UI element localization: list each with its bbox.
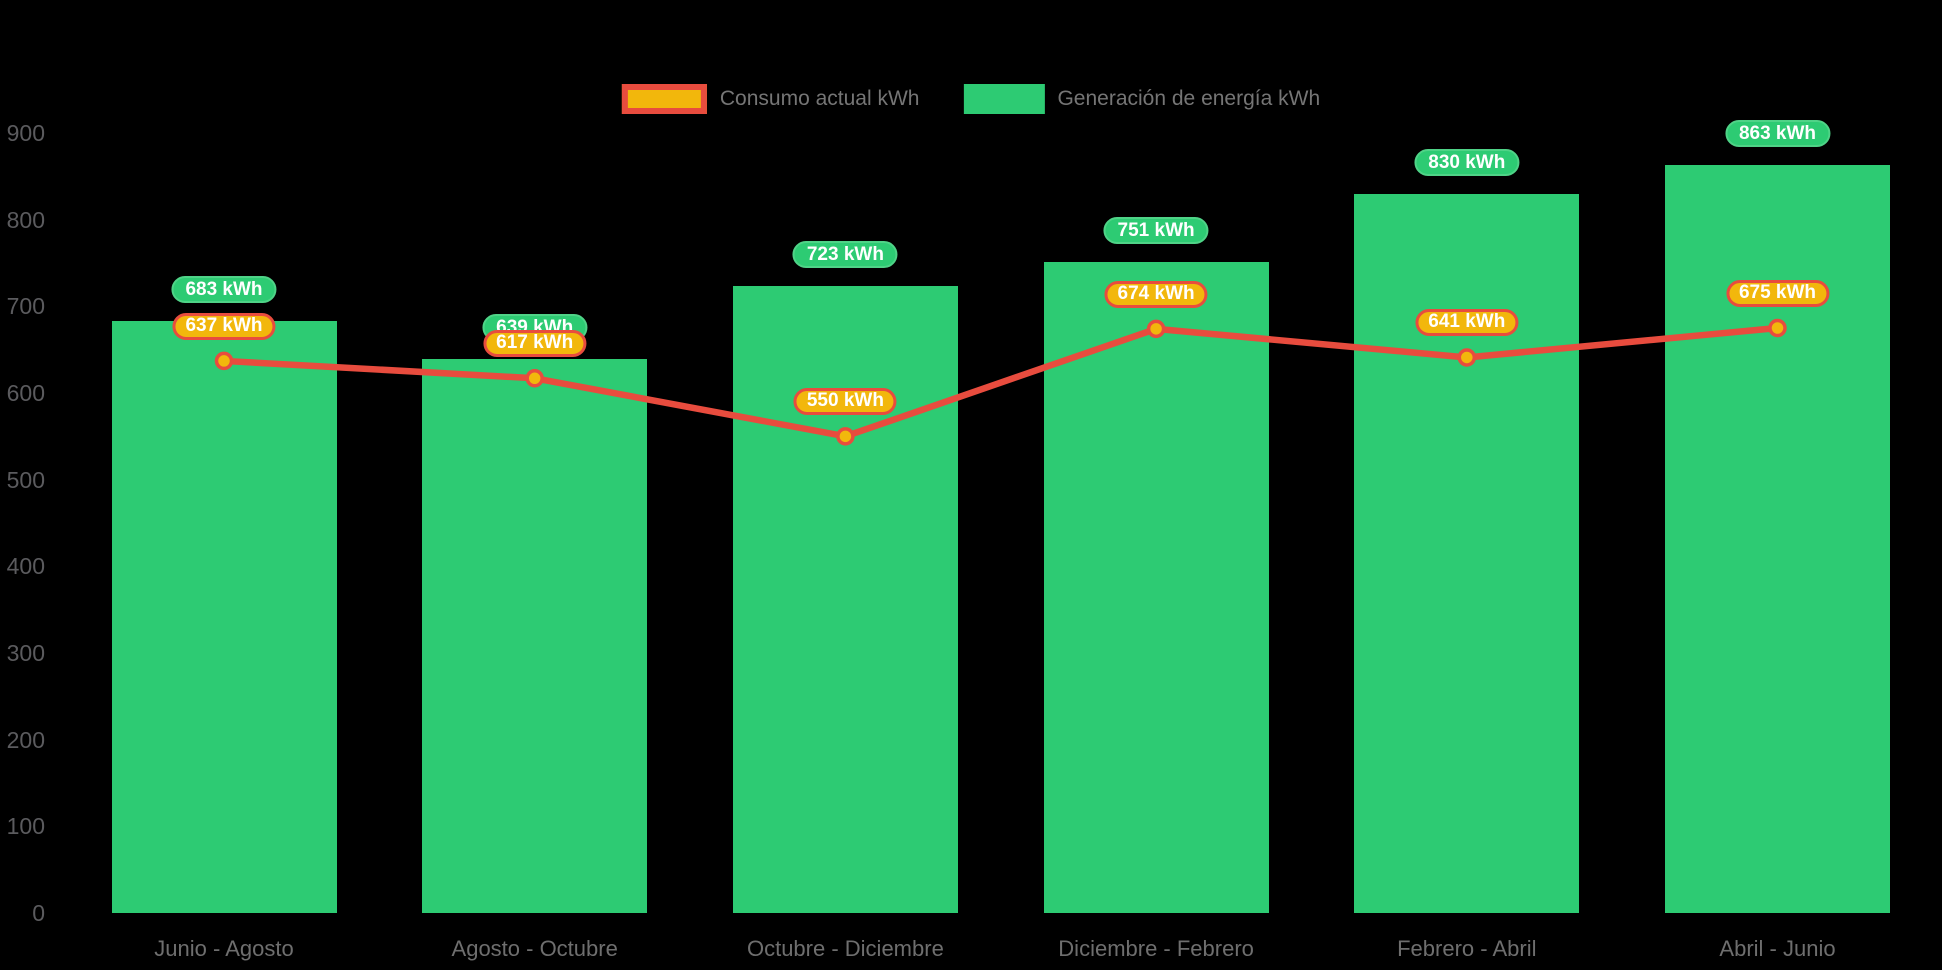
- legend-label-generacion: Generación de energía kWh: [1057, 87, 1321, 110]
- consumo-swatch-icon: [621, 84, 707, 114]
- x-axis-label: Diciembre - Febrero: [1058, 936, 1254, 961]
- consumption-value-badge: 637 kWh: [172, 312, 276, 340]
- y-axis-tick-label: 100: [6, 813, 45, 840]
- legend-label-consumo: Consumo actual kWh: [719, 87, 920, 110]
- x-axis-label: Febrero - Abril: [1397, 936, 1537, 961]
- legend-item-generacion[interactable]: Generación de energía kWh: [963, 84, 1320, 114]
- generation-value-badge: 863 kWh: [1724, 120, 1831, 148]
- y-axis-tick-label: 500: [6, 466, 45, 493]
- x-axis-label: Agosto - Octubre: [451, 936, 618, 961]
- consumption-line: [220, 324, 1781, 440]
- y-axis-tick-label: 400: [6, 553, 45, 580]
- generation-value-badge: 830 kWh: [1414, 148, 1520, 176]
- y-axis-tick-label: 200: [6, 726, 45, 753]
- consumption-value-badge: 675 kWh: [1725, 280, 1830, 307]
- energy-generation-bar: [422, 359, 648, 913]
- consumption-marker: [525, 369, 544, 388]
- consumption-value-badge: 617 kWh: [483, 330, 587, 358]
- y-axis-tick-label: 900: [6, 120, 45, 146]
- energy-generation-bar: [111, 321, 337, 913]
- consumption-value-badge: 550 kWh: [793, 388, 897, 416]
- consumption-marker: [1457, 348, 1477, 367]
- y-axis-tick-label: 600: [6, 380, 45, 406]
- y-axis-tick-label: 300: [6, 640, 45, 666]
- generation-value-badge: 723 kWh: [792, 241, 898, 269]
- consumption-marker: [214, 351, 234, 371]
- x-axis-label: Octubre - Diciembre: [746, 936, 944, 961]
- consumption-value-badge: 674 kWh: [1104, 280, 1208, 308]
- legend: Consumo actual kWh Generación de energía…: [621, 84, 1320, 114]
- consumption-value-badge: 641 kWh: [1415, 309, 1519, 337]
- y-axis-tick-label: 800: [6, 206, 45, 233]
- x-axis-label: Abril - Junio: [1719, 936, 1836, 961]
- consumption-marker: [1146, 319, 1166, 339]
- generation-value-badge: 683 kWh: [171, 276, 277, 304]
- consumption-marker: [836, 427, 855, 446]
- energy-generation-bar: [1043, 262, 1269, 913]
- consumption-marker: [1768, 318, 1787, 338]
- legend-item-consumo[interactable]: Consumo actual kWh: [621, 84, 920, 114]
- y-axis-tick-label: 0: [32, 900, 45, 926]
- generacion-swatch-icon: [963, 84, 1045, 114]
- y-axis-tick-label: 700: [6, 293, 45, 320]
- x-axis-label: Junio - Agosto: [154, 936, 294, 961]
- generation-value-badge: 751 kWh: [1103, 217, 1209, 245]
